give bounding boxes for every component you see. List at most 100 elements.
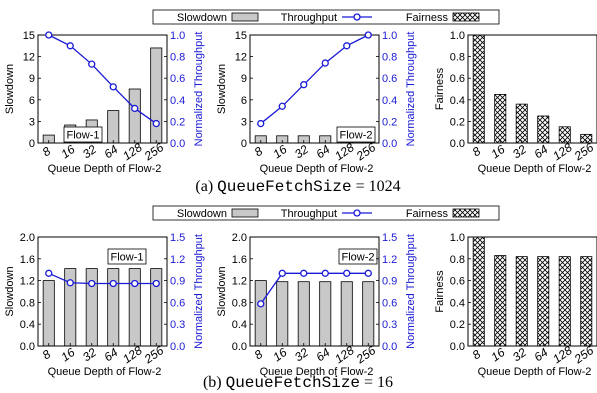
throughput-point-128 bbox=[131, 104, 139, 113]
plot-frame bbox=[37, 34, 168, 144]
flow-label-box bbox=[107, 248, 147, 265]
xtick-label: 8 bbox=[252, 144, 266, 159]
bar-fairness-16 bbox=[494, 255, 507, 347]
ytick-label: 0.4 bbox=[450, 95, 465, 107]
bar-slowdown-16 bbox=[276, 281, 289, 347]
y2tick-label: 0.6 bbox=[382, 297, 397, 309]
ytick-label: 0.8 bbox=[20, 297, 35, 309]
throughput-point-256 bbox=[152, 279, 160, 288]
throughput-point-256 bbox=[364, 31, 372, 39]
throughput-line bbox=[260, 34, 369, 125]
bar-fairness-256 bbox=[580, 256, 593, 347]
ytick-label: 9 bbox=[29, 73, 35, 85]
y2tick-label: 0.3 bbox=[170, 319, 185, 331]
ytick-label: 0.6 bbox=[450, 276, 465, 288]
y2tick-label: 1.2 bbox=[170, 254, 185, 266]
bar-fairness-8 bbox=[472, 34, 485, 144]
ytick-label: 0.8 bbox=[450, 254, 465, 266]
xtick-label: 32 bbox=[292, 142, 311, 161]
ytick-label: 12 bbox=[23, 52, 35, 64]
y2label-normalized-throughput: Normalized Throughput bbox=[193, 234, 205, 349]
flow-label-box bbox=[63, 126, 103, 143]
ylabel-slowdown: Slowdown bbox=[4, 64, 16, 114]
legend-swatch-slowdown bbox=[231, 12, 259, 22]
throughput-point-64 bbox=[109, 279, 117, 288]
xtick-label: 256 bbox=[141, 140, 167, 164]
bar-slowdown-64 bbox=[319, 281, 332, 347]
throughput-point-128 bbox=[343, 269, 351, 277]
xtick-label: 16 bbox=[58, 142, 77, 161]
xtick-label: 8 bbox=[470, 144, 484, 159]
bar-slowdown-128 bbox=[340, 281, 353, 347]
y2tick-label: 1.0 bbox=[382, 30, 397, 42]
throughput-point-8 bbox=[257, 119, 265, 128]
ytick-label: 1.6 bbox=[20, 254, 35, 266]
xlabel: Queue Depth of Flow-2 bbox=[48, 163, 162, 175]
bar-fairness-64 bbox=[537, 115, 550, 144]
plot-frame bbox=[467, 236, 597, 347]
legend-label-fairness: Fairness bbox=[406, 12, 449, 24]
legend-swatch-throughput-marker bbox=[353, 209, 361, 217]
ytick-label: 0 bbox=[29, 138, 35, 150]
y2tick-label: 0.0 bbox=[170, 138, 185, 150]
throughput-point-256 bbox=[152, 119, 160, 128]
y2tick-label: 0.6 bbox=[170, 297, 185, 309]
xtick-label: 64 bbox=[531, 142, 550, 161]
ytick-label: 15 bbox=[23, 30, 35, 42]
ytick-label: 15 bbox=[235, 30, 247, 42]
throughput-point-32 bbox=[300, 81, 308, 89]
plot-frame bbox=[249, 34, 380, 144]
throughput-point-16 bbox=[66, 279, 74, 287]
y2tick-label: 0.2 bbox=[170, 116, 185, 128]
ytick-label: 2.0 bbox=[20, 232, 35, 244]
throughput-point-16 bbox=[278, 269, 286, 277]
ytick-label: 0.4 bbox=[450, 297, 465, 309]
legend-label-throughput: Throughput bbox=[281, 208, 337, 220]
xtick-label: 256 bbox=[141, 343, 167, 367]
y2tick-label: 1.5 bbox=[382, 232, 397, 244]
xtick-label: 32 bbox=[510, 142, 529, 161]
ytick-label: 0 bbox=[241, 138, 247, 150]
ytick-label: 0.0 bbox=[232, 341, 247, 353]
throughput-point-8 bbox=[45, 269, 53, 277]
bar-slowdown-8 bbox=[254, 280, 267, 347]
xtick-label: 32 bbox=[80, 142, 99, 161]
y2tick-label: 1.0 bbox=[170, 30, 185, 42]
bar-fairness-8 bbox=[472, 236, 485, 347]
y2tick-label: 0.6 bbox=[382, 73, 397, 85]
legend-label-throughput: Throughput bbox=[281, 12, 337, 24]
plot-frame bbox=[37, 236, 168, 347]
ytick-label: 0.4 bbox=[232, 319, 247, 331]
legend-swatch-slowdown bbox=[231, 208, 259, 218]
throughput-line bbox=[48, 34, 157, 125]
caption-a: (a) QueueFetchSize = 1024 bbox=[195, 178, 400, 196]
y2tick-label: 0.0 bbox=[382, 138, 397, 150]
legend-swatch-fairness bbox=[452, 208, 480, 218]
xlabel: Queue Depth of Flow-2 bbox=[260, 163, 374, 175]
throughput-point-32 bbox=[88, 279, 96, 288]
y2tick-label: 1.2 bbox=[382, 254, 397, 266]
xtick-label: 8 bbox=[40, 144, 54, 159]
ytick-label: 0.8 bbox=[232, 297, 247, 309]
throughput-point-8 bbox=[45, 31, 53, 39]
ytick-label: 0.4 bbox=[20, 319, 35, 331]
xtick-label: 16 bbox=[58, 345, 77, 364]
ytick-label: 12 bbox=[235, 52, 247, 64]
ytick-label: 0.6 bbox=[450, 73, 465, 85]
xtick-label: 16 bbox=[488, 345, 507, 364]
xtick-label: 256 bbox=[571, 140, 597, 164]
bar-fairness-64 bbox=[537, 256, 550, 347]
throughput-point-16 bbox=[278, 102, 286, 110]
throughput-point-64 bbox=[321, 59, 329, 67]
xtick-label: 16 bbox=[270, 142, 289, 161]
ytick-label: 0.8 bbox=[450, 52, 465, 64]
xtick-label: 32 bbox=[80, 345, 99, 364]
flow-label-box bbox=[338, 248, 378, 265]
xlabel: Queue Depth of Flow-2 bbox=[478, 366, 592, 378]
xtick-label: 64 bbox=[101, 142, 120, 161]
bar-fairness-16 bbox=[494, 94, 507, 144]
